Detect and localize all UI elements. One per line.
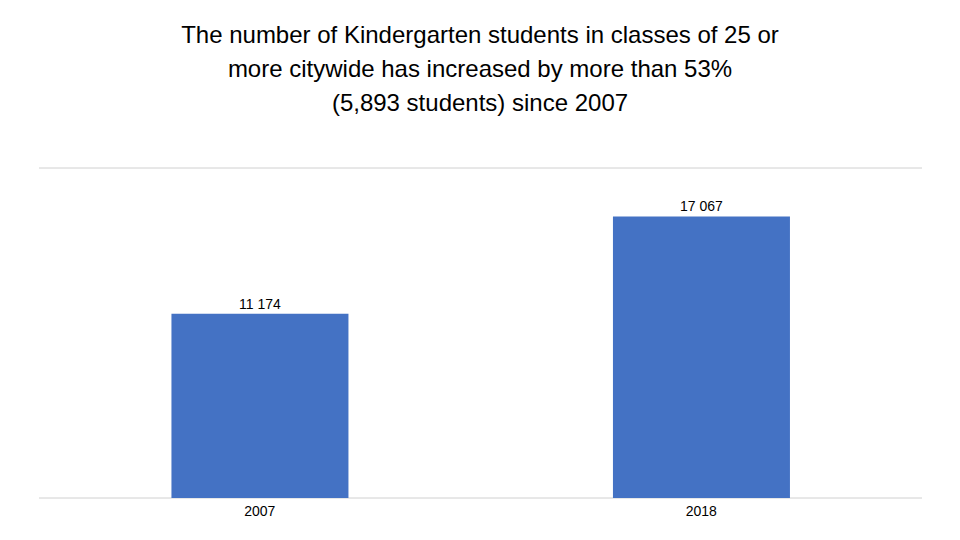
svg-text:2018: 2018: [686, 503, 717, 519]
svg-text:17 067: 17 067: [680, 198, 723, 214]
html-text:(5,893 students) since 2007: (5,893 students) since 2007: [331, 89, 629, 116]
html-text:more citywide has increased by: more citywide has increased by more than…: [227, 55, 733, 82]
html-text:The number of Kindergarten stu: The number of Kindergarten students in c…: [181, 21, 779, 48]
svg-text:2007: 2007: [244, 503, 275, 519]
svg-text:11 174: 11 174: [239, 296, 281, 312]
